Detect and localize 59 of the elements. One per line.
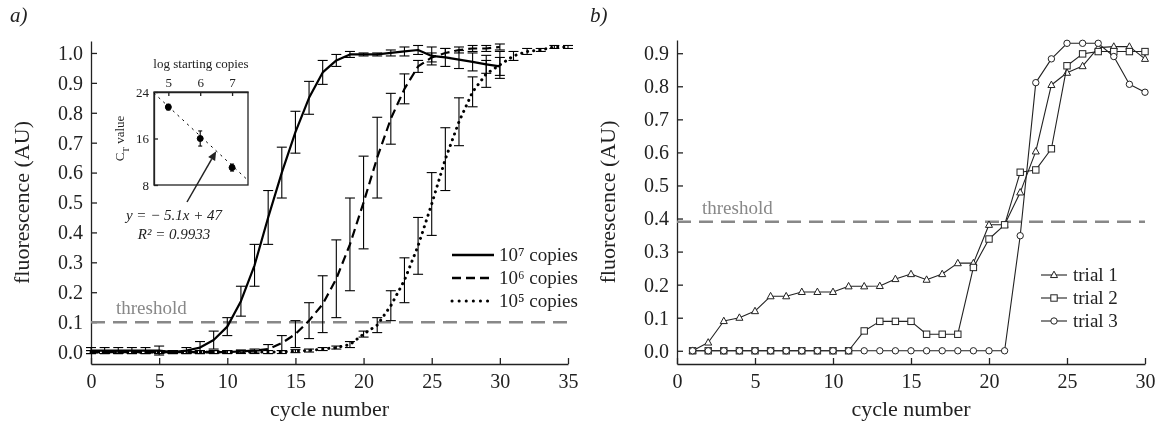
x-tick-label: 30 — [1135, 370, 1156, 393]
x-tick-label: 0 — [86, 370, 97, 393]
y-tick-label: 0.2 — [644, 273, 669, 296]
y-tick-label: 0.9 — [644, 42, 669, 65]
y-axis-title: fluorescence (AU) — [595, 120, 620, 284]
x-tick-label: 15 — [285, 370, 306, 393]
y-tick-label: 0.3 — [644, 240, 669, 263]
y-axis-title: fluorescence (AU) — [9, 120, 34, 285]
y-tick-label: 8 — [142, 177, 149, 193]
y-tick-label: 0.1 — [644, 306, 669, 329]
legend-label: 10⁷ copies — [499, 244, 578, 265]
y-tick-label: 0.8 — [644, 75, 669, 98]
y-tick-label: 16 — [136, 131, 150, 147]
legend-label: trial 3 — [1073, 310, 1118, 331]
x-tick-label: 25 — [422, 370, 443, 393]
x-tick-label: 7 — [229, 75, 237, 90]
x-tick-label: 5 — [165, 75, 173, 90]
x-tick-label: 5 — [154, 370, 165, 393]
annotation: y = − 5.1x + 47 — [123, 207, 224, 223]
y-tick-label: 0.3 — [58, 251, 83, 274]
x-tick-label: 0 — [672, 370, 683, 393]
y-tick-label: 0.4 — [644, 207, 669, 230]
x-tick-label: 5 — [750, 370, 761, 393]
legend-label: 10⁵ copies — [499, 290, 578, 311]
x-axis-title: cycle number — [851, 396, 972, 421]
ref-line-label: threshold — [116, 297, 188, 319]
x-tick-label: 25 — [1057, 370, 1078, 393]
y-tick-label: 0.2 — [58, 281, 83, 304]
x-tick-label: 15 — [901, 370, 922, 393]
x-tick-label: 10 — [823, 370, 844, 393]
x-axis-title: log starting copies — [153, 56, 249, 71]
x-tick-label: 20 — [979, 370, 1000, 393]
y-tick-label: 0.0 — [644, 339, 669, 362]
legend-label: trial 1 — [1073, 264, 1118, 285]
ref-line-label: threshold — [702, 196, 774, 218]
x-tick-label: 10 — [217, 370, 238, 393]
y-tick-label: 0.0 — [58, 340, 83, 363]
x-tick-label: 30 — [490, 370, 511, 393]
x-tick-label: 6 — [197, 75, 205, 90]
y-tick-label: 0.4 — [58, 221, 83, 244]
y-tick-label: 0.5 — [644, 174, 669, 197]
x-tick-label: 35 — [558, 370, 579, 393]
y-tick-label: 0.5 — [58, 191, 83, 214]
y-tick-label: 0.1 — [58, 311, 83, 334]
y-tick-label: 0.7 — [58, 131, 83, 154]
y-tick-label: 0.8 — [58, 101, 83, 124]
x-axis-title: cycle number — [269, 396, 390, 421]
y-tick-label: 0.6 — [644, 141, 669, 164]
x-tick-label: 20 — [354, 370, 375, 393]
y-tick-label: 0.6 — [58, 161, 83, 184]
chart-title: b) — [590, 3, 608, 27]
chart-title: a) — [10, 3, 28, 27]
annotation: R² = 0.9933 — [136, 226, 211, 242]
legend-label: 10⁶ copies — [499, 267, 578, 288]
y-tick-label: 0.7 — [644, 108, 669, 131]
legend-label: trial 2 — [1073, 287, 1118, 308]
y-tick-label: 1.0 — [58, 41, 83, 64]
y-tick-label: 0.9 — [58, 71, 83, 94]
y-tick-label: 24 — [136, 84, 150, 100]
